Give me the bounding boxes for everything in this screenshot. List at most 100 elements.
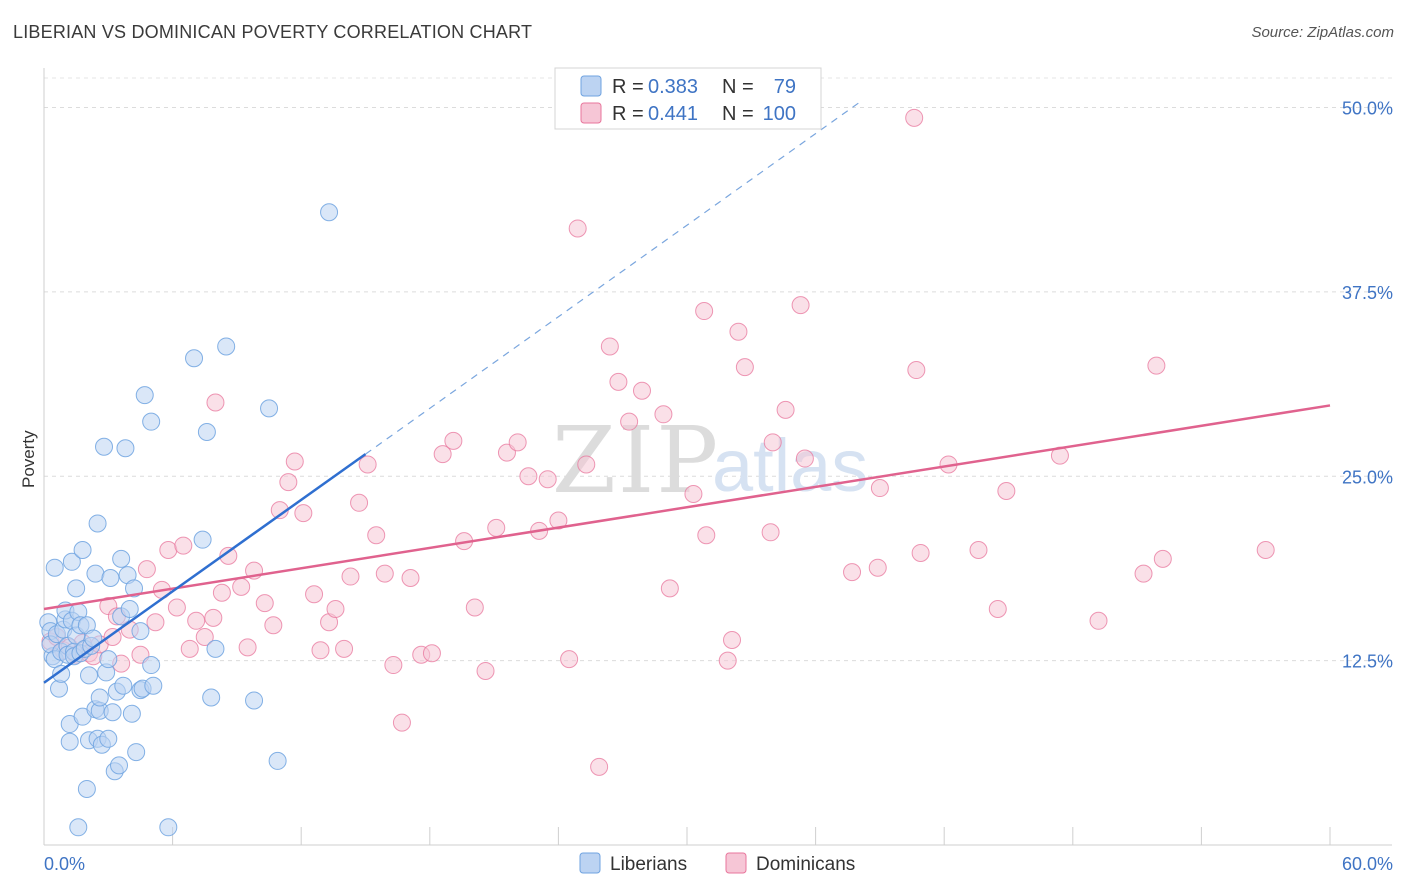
dominicans-point-59 (508, 433, 527, 452)
liberians-point-67 (159, 818, 178, 837)
dominicans-point-42 (341, 567, 360, 586)
dominicans-point-57 (487, 518, 506, 537)
liberians-point-75 (260, 399, 279, 418)
liberians-point-32 (77, 779, 96, 798)
dominicans-point-63 (549, 511, 568, 530)
liberians-point-38 (88, 514, 107, 533)
legend-r-value-2: 0.441 (648, 103, 698, 125)
dominicans-point-34 (279, 473, 298, 492)
dominicans-point-80 (735, 358, 754, 377)
liberians-point-59 (125, 579, 144, 598)
liberians-point-41 (90, 688, 109, 707)
liberians-point-46 (99, 729, 118, 748)
dominicans-point-99 (1147, 356, 1166, 375)
dominicans-point-85 (795, 449, 814, 468)
legend-r-value-1: 0.383 (648, 76, 698, 98)
dominicans-point-45 (367, 526, 386, 545)
y-axis-label: Poverty (19, 430, 38, 488)
dominicans-point-55 (465, 598, 484, 617)
liberians-point-74 (245, 691, 264, 710)
liberians-point-43 (95, 437, 114, 456)
dominicans-point-31 (255, 594, 274, 613)
dominicans-point-28 (232, 577, 251, 596)
dominicans-point-53 (444, 431, 463, 450)
dominicans-point-69 (609, 372, 628, 391)
legend-n-value-2: 100 (763, 103, 796, 125)
legend-swatch-liberians (580, 75, 602, 97)
dominicans-point-75 (695, 302, 714, 321)
dominicans-point-97 (1089, 611, 1108, 630)
liberians-point-33 (80, 666, 99, 685)
dominicans-point-78 (718, 651, 737, 670)
dominicans-point-37 (305, 585, 324, 604)
liberians-point-60 (127, 743, 146, 762)
dominicans-point-32 (264, 616, 283, 635)
trend-lines (43, 102, 1331, 684)
dominicans-point-24 (204, 608, 223, 627)
dominicans-point-43 (350, 493, 369, 512)
dominicans-point-60 (519, 467, 538, 486)
dominicans-point-65 (568, 219, 587, 238)
legend-r-label-2: R = (612, 103, 644, 125)
dominicans-point-62 (538, 470, 557, 489)
dominicans-point-52 (433, 445, 452, 464)
liberians-point-28 (73, 541, 92, 559)
dominicans-point-25 (212, 583, 231, 602)
dominicans-point-100 (1153, 549, 1172, 568)
dominicans-point-74 (684, 484, 703, 503)
dominicans-point-68 (600, 337, 619, 356)
dominicans-point-18 (159, 541, 178, 559)
dominicans-point-47 (384, 656, 403, 675)
liberians-point-78 (131, 622, 150, 641)
liberians-point-37 (86, 564, 105, 583)
x-tick-label-0: 0.0% (44, 854, 85, 874)
liberians-point-69 (193, 530, 212, 549)
series-legend: Liberians Dominicans (579, 852, 855, 875)
dominicans-point-89 (905, 108, 924, 127)
dominicans-point-16 (146, 613, 165, 632)
dominicans-point-101 (1256, 541, 1275, 559)
dominicans-point-86 (843, 563, 862, 582)
dominicans-point-77 (729, 322, 748, 341)
dominicans-point-23 (195, 628, 214, 647)
bottom-legend-swatch-dominicans (725, 852, 747, 874)
dominicans-point-51 (422, 644, 441, 663)
dominicans-point-41 (335, 639, 354, 658)
dominicans-point-72 (654, 405, 673, 424)
dominicans-point-82 (763, 433, 782, 452)
liberians-point-57 (120, 600, 139, 618)
dominicans-point-20 (174, 536, 193, 555)
liberians-point-9 (52, 664, 71, 683)
liberians-points (39, 203, 339, 837)
liberians-point-66 (144, 676, 163, 695)
dominicans-point-95 (997, 482, 1016, 500)
dominicans-point-88 (870, 479, 889, 498)
liberians-point-52 (112, 549, 131, 568)
liberians-trend-extension (365, 102, 859, 455)
dominicans-point-22 (187, 611, 206, 630)
dominicans-point-49 (401, 569, 420, 588)
dominicans-point-66 (577, 455, 596, 474)
dominicans-point-48 (392, 713, 411, 732)
liberians-point-55 (116, 439, 135, 458)
dominicans-point-15 (137, 560, 156, 579)
liberians-point-23 (69, 818, 88, 837)
bottom-legend-swatch-liberians (579, 852, 601, 874)
y-tick-label-1: 25.0% (1342, 467, 1393, 487)
liberians-point-64 (142, 656, 161, 675)
liberians-point-71 (202, 688, 221, 707)
legend-n-label-2: N = (722, 103, 754, 125)
liberians-point-63 (135, 386, 154, 405)
dominicans-point-10 (103, 628, 122, 647)
liberians-point-48 (103, 703, 122, 722)
liberians-point-65 (142, 412, 161, 431)
dominicans-point-67 (590, 757, 609, 776)
dominicans-point-27 (206, 393, 225, 412)
liberians-trend-line (43, 453, 367, 684)
dominicans-point-90 (907, 361, 926, 380)
dominicans-point-79 (723, 630, 742, 649)
dominicans-point-21 (180, 639, 199, 658)
liberians-point-70 (197, 423, 216, 441)
dominicans-point-35 (285, 452, 304, 471)
